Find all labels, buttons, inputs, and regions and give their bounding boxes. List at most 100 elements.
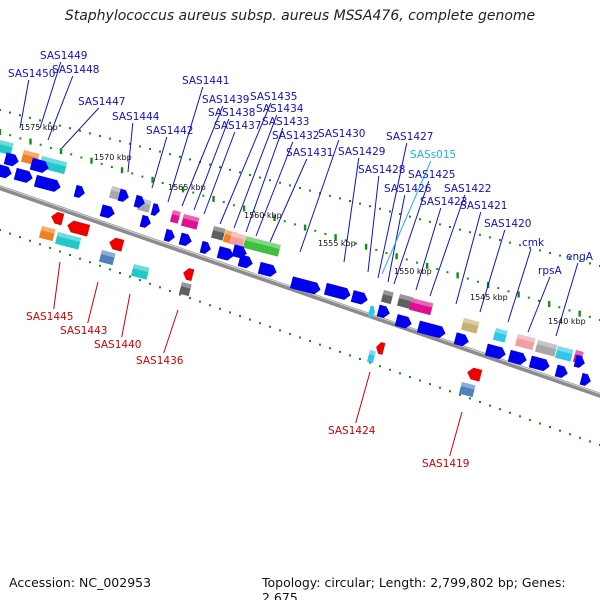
scale-tick-mark [395,253,398,260]
cog-box-reverse [130,264,150,280]
guide-dot [139,279,141,282]
accession-text: Accession: NC_002953 [9,575,152,590]
gene-arrow-rna [367,305,375,318]
forward-gene-label: SAS1450 [8,68,55,80]
label-leader-line [415,207,442,291]
guide-dot [559,254,561,257]
label-leader-line [163,309,179,354]
scale-tick-mark [334,234,337,241]
guide-dot [439,386,441,389]
guide-dot [507,290,510,293]
guide-dot [299,187,301,189]
guide-dot [283,220,286,223]
guide-dot [129,142,131,145]
forward-gene-label: SAS1447 [78,96,125,108]
guide-dot [69,127,71,130]
gene-labels: SAS1450 SAS1449 SAS1448 SAS1447 SAS1444 SAS14… [8,50,594,470]
guide-dot [539,422,541,425]
rna-gene-label: SASs015 [410,149,456,161]
guide-dot [419,379,421,382]
guide-dot [446,271,449,274]
gene-arrow-forward [99,204,115,219]
guide-dot [579,436,581,439]
guide-dot [469,397,471,400]
scale-tick-mark [456,272,459,279]
guide-dot [110,166,113,169]
guide-dot [219,307,221,310]
forward-gene-label: SAS1437 [214,120,261,132]
scale-tick-label: 1570 kbp [94,153,132,162]
scale-tick-label: 1540 kbp [548,317,586,326]
gene-arrow-forward-outer [117,188,129,202]
guide-dot [479,233,481,236]
guide-dot [189,158,191,161]
guide-dot [589,262,591,265]
dotted-guide-lines [0,109,600,446]
scale-tick-label: 1565 kbp [168,183,206,192]
reverse-gene-label: SAS1443 [60,325,107,337]
guide-dot [497,287,500,290]
scale-dotted-line [0,129,600,321]
scale-tick-label: 1560 kbp [244,211,282,220]
guide-dot [537,299,540,302]
forward-gene-label: SAS1421 [460,200,507,212]
guide-dot [399,213,401,215]
guide-dot [131,172,134,175]
label-leader-line [245,127,284,233]
guide-dot [49,246,51,249]
label-leader-line [233,114,278,229]
forward-gene-label: SAS1432 [272,130,319,142]
gene-arrow-forward [0,164,12,179]
guide-dot [139,145,141,148]
cog-box-reverse [178,282,192,297]
topology-summary-text: Topology: circular; Length: 2,799,802 bp… [262,575,566,600]
guide-dot [149,148,151,150]
guide-dot [429,383,431,386]
label-leader-line [255,141,294,237]
cog-box-forward [380,290,394,305]
forward-gene-label: SAS1434 [256,103,304,115]
guide-dot [375,248,378,251]
gene-arrow-forward [163,228,175,242]
cog-box-forward [534,340,558,357]
label-leader-line [555,262,579,337]
cog-box-forward [180,214,200,230]
guide-dot [569,433,571,436]
guide-dot [29,116,31,119]
gene-arrow-forward [139,214,151,228]
guide-dot [279,181,281,184]
guide-dot [314,229,317,232]
gene-arrow-reverse [109,237,125,252]
guide-dot [9,232,11,235]
gene-arrow-forward [178,232,192,247]
guide-dot [129,275,131,278]
forward-gene-label: SAS1428 [358,164,405,176]
guide-dot [59,250,61,253]
gene-arrow-forward-outer [376,304,390,319]
cog-box-reverse [38,226,56,242]
guide-dot [269,179,271,182]
guide-dot [489,404,491,407]
gene-arrow-forward [199,240,211,254]
label-leader-line [507,248,532,323]
gene-arrow-reverse [467,367,483,382]
guide-dot [79,257,81,260]
forward-gene-label: SAS1439 [202,94,249,106]
gene-arrow-reverse [183,268,195,282]
gene-arrow-forward [453,332,469,347]
forward-gene-label: SAS1423 [420,196,467,208]
guide-dot [209,163,211,166]
label-leader-line [429,194,466,297]
genome-backbone [0,185,600,398]
guide-dot [405,258,408,261]
guide-dot [469,231,471,234]
gene-arrow-forward [216,246,234,261]
label-leader-line [193,118,230,211]
guide-dot [479,401,481,403]
guide-dot [269,325,271,328]
label-leader-line [167,86,204,203]
guide-dot [9,111,11,114]
guide-dot [0,229,1,231]
scale-tick-mark [425,262,429,269]
guide-dot [259,322,261,325]
